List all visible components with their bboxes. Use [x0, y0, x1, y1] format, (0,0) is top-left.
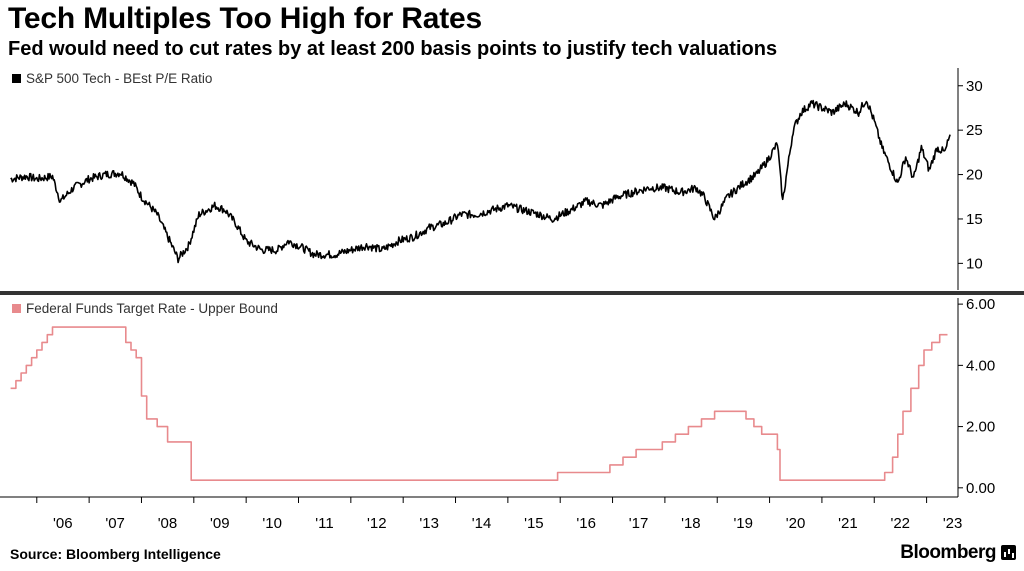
x-tick-label: '12	[367, 515, 387, 532]
x-tick-label: '22	[890, 515, 910, 532]
pe-ratio-series-line	[10, 99, 951, 264]
y-tick-label: 20	[966, 167, 983, 184]
x-tick-label: '23	[943, 515, 963, 532]
x-tick-label: '15	[524, 515, 544, 532]
x-tick-label: '17	[629, 515, 649, 532]
x-tick-label: '09	[210, 515, 230, 532]
fed-funds-series-line	[10, 326, 948, 481]
bloomberg-chart-icon	[1001, 545, 1016, 560]
x-tick-label: '19	[733, 515, 753, 532]
x-tick-label: '06	[53, 515, 73, 532]
x-tick-label: '20	[786, 515, 806, 532]
chart-subtitle: Fed would need to cut rates by at least …	[8, 38, 778, 60]
x-tick-label: '21	[838, 515, 858, 532]
x-tick-label: '07	[105, 515, 125, 532]
y-tick-label: 15	[966, 211, 983, 228]
x-axis: '06 '07 '08 '09 '10 '11 '12 '13 '14 '15 '16 '17 '18 '…	[0, 496, 963, 532]
source-note: Source: Bloomberg Intelligence	[10, 546, 221, 562]
y-tick-label: 4.00	[966, 357, 995, 374]
legend-label: Federal Funds Target Rate - Upper Bound	[26, 301, 278, 316]
x-tick-label: '18	[681, 515, 701, 532]
x-tick-label: '11	[315, 515, 333, 532]
legend-label: S&P 500 Tech - BEst P/E Ratio	[26, 71, 212, 86]
y-tick-label: 2.00	[966, 419, 995, 436]
fed-funds-panel: 0.00 2.00 4.00 6.00 Federal Funds Target Rat…	[10, 296, 995, 497]
x-tick-label: '10	[262, 515, 282, 532]
y-tick-label: 30	[966, 78, 983, 95]
y-tick-label: 10	[966, 255, 983, 272]
x-tick-label: '13	[419, 515, 439, 532]
pe-ratio-panel: 10 15 20 25 30 S&P 500 Tech - BEst P/E Ratio	[0, 68, 1024, 295]
chart-title: Tech Multiples Too High for Rates	[8, 2, 482, 35]
bloomberg-logo: Bloomberg	[900, 542, 996, 563]
y-tick-label: 25	[966, 122, 983, 139]
legend-swatch	[12, 74, 21, 83]
y-tick-label: 6.00	[966, 296, 995, 313]
y-tick-label: 0.00	[966, 480, 995, 497]
x-tick-label: '08	[158, 515, 178, 532]
x-tick-label: '16	[576, 515, 596, 532]
legend-swatch	[12, 304, 21, 313]
x-tick-label: '14	[472, 515, 492, 532]
